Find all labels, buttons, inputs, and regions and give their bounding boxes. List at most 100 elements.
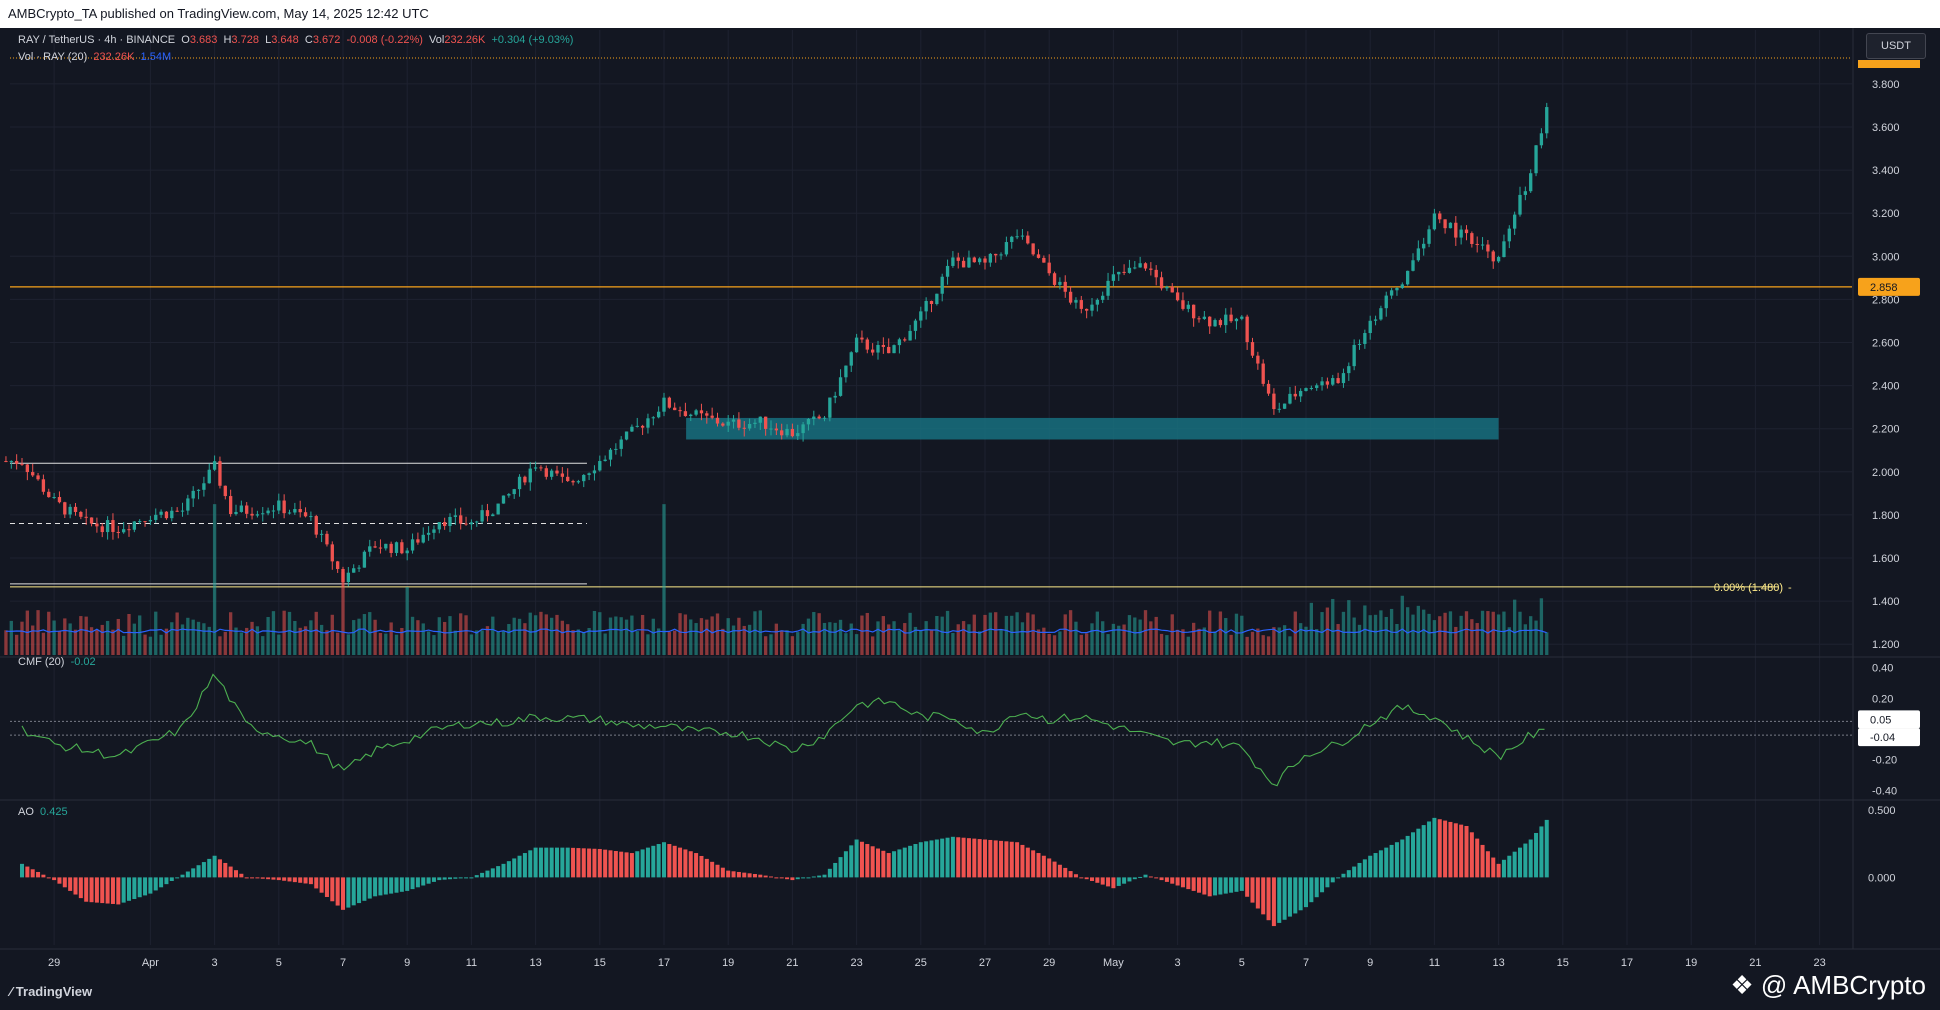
volume-bar xyxy=(95,629,99,655)
candle-body xyxy=(357,567,361,569)
volume-bar xyxy=(919,630,923,655)
candle-body xyxy=(913,320,918,331)
volume-bar xyxy=(1480,610,1485,655)
ao-bar xyxy=(1207,877,1212,897)
volume-bar xyxy=(47,611,51,655)
vol-label: Vol xyxy=(429,34,445,46)
time-tick-label: 5 xyxy=(276,957,282,969)
volume-bar xyxy=(854,634,859,655)
volume-indicator-name[interactable]: Vol · RAY (20) xyxy=(18,51,88,63)
candle-body xyxy=(1502,241,1506,258)
ao-bar xyxy=(1443,820,1448,878)
volume-bar xyxy=(378,633,383,655)
symbol-name[interactable]: RAY / TetherUS · 4h · BINANCE xyxy=(18,34,176,46)
candle-body xyxy=(1459,229,1463,238)
volume-bar xyxy=(699,618,704,655)
cmf-name[interactable]: CMF (20) xyxy=(18,656,65,668)
volume-bar xyxy=(673,630,677,655)
ao-bar xyxy=(667,844,672,878)
candle-body xyxy=(180,510,185,512)
volume-bar xyxy=(346,634,351,655)
candle-body xyxy=(849,352,853,366)
ao-bar xyxy=(843,851,848,878)
ao-bar xyxy=(902,847,907,878)
candle-body xyxy=(587,473,591,475)
ao-bar xyxy=(1234,877,1239,892)
ao-bar xyxy=(731,871,736,878)
candle-body xyxy=(667,397,672,408)
ao-bar xyxy=(710,861,715,878)
candle-body xyxy=(1325,381,1330,385)
ao-bar xyxy=(1041,855,1046,878)
currency-button[interactable]: USDT xyxy=(1866,33,1926,59)
volume-bar xyxy=(239,632,244,655)
ao-name[interactable]: AO xyxy=(18,806,34,818)
volume-bar xyxy=(587,627,591,655)
ao-bar xyxy=(1015,842,1020,878)
ao-bar xyxy=(1459,824,1464,878)
volume-bar xyxy=(838,619,843,655)
ao-bar xyxy=(544,847,549,878)
cmf-legend[interactable]: CMF (20) -0.02 xyxy=(18,656,96,668)
ao-bar xyxy=(1469,832,1474,878)
candle-body xyxy=(47,491,51,498)
tradingview-logo: ⁄ TradingView xyxy=(10,984,92,999)
volume-bar xyxy=(186,617,190,655)
ao-bar xyxy=(319,877,324,893)
candle-body xyxy=(539,467,543,469)
volume-bar xyxy=(1545,632,1549,655)
ao-bar xyxy=(892,851,897,878)
resistance-badge xyxy=(1858,277,1920,296)
ao-bar xyxy=(1271,877,1276,927)
ao-bar xyxy=(811,876,816,878)
candle-body xyxy=(469,522,474,525)
candle-body xyxy=(1122,271,1126,273)
volume-bars xyxy=(4,504,1549,655)
symbol-legend[interactable]: RAY / TetherUS · 4h · BINANCE O3.683 H3.… xyxy=(18,34,573,46)
candle-body xyxy=(533,467,538,469)
ao-bar xyxy=(661,842,667,878)
candle-body xyxy=(624,431,629,440)
ao-bar xyxy=(506,861,511,878)
candle-body xyxy=(1101,295,1105,300)
volume-bar xyxy=(1363,605,1367,655)
volume-bar xyxy=(1159,633,1164,655)
ao-bar xyxy=(137,877,142,898)
candle-body xyxy=(1427,229,1431,244)
candle-body xyxy=(212,461,217,470)
ao-bar xyxy=(233,870,239,878)
candle-body xyxy=(1149,268,1153,270)
volume-bar xyxy=(341,572,345,655)
candle-body xyxy=(1084,308,1089,311)
ao-bar xyxy=(961,837,966,878)
volume-bar xyxy=(105,620,110,655)
ao-bar xyxy=(223,862,228,878)
volume-bar xyxy=(1090,623,1094,655)
ao-bar xyxy=(1159,877,1164,881)
ao-bar xyxy=(1507,855,1512,878)
volume-bar xyxy=(164,628,169,655)
candle-body xyxy=(790,428,795,437)
candle-body xyxy=(844,365,848,378)
ao-bar xyxy=(266,877,271,880)
volume-bar xyxy=(335,632,340,655)
volume-bar xyxy=(646,634,650,655)
candle-body xyxy=(148,519,153,522)
volume-bar xyxy=(459,613,463,655)
volume-bar xyxy=(1266,636,1271,655)
volume-legend[interactable]: Vol · RAY (20) 232.26K 1.54M xyxy=(18,51,171,63)
candle-body xyxy=(437,522,441,530)
candle-body xyxy=(806,419,811,425)
time-tick-label: 9 xyxy=(1367,957,1373,969)
volume-bar xyxy=(1229,634,1233,655)
ao-bar xyxy=(779,877,784,879)
candle-body xyxy=(287,512,292,514)
candle-body xyxy=(1448,222,1453,229)
cmf-pane: 0.40 0.20 -0.20 -0.40 xyxy=(10,663,1897,797)
volume-bar xyxy=(1309,602,1314,655)
volume-bar xyxy=(1384,616,1388,655)
ao-bar xyxy=(999,840,1004,878)
volume-bar xyxy=(924,621,928,655)
ao-legend[interactable]: AO 0.425 xyxy=(18,806,68,818)
